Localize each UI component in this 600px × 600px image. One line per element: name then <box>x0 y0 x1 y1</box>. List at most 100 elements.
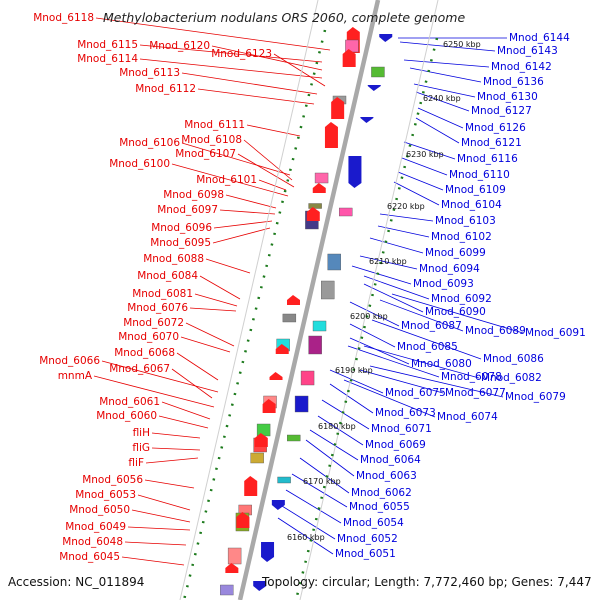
gene-label-right[interactable]: Mnod_6102 <box>431 231 492 243</box>
gene-label-right[interactable]: Mnod_6090 <box>425 306 486 318</box>
gene-label-left[interactable]: Mnod_6115 <box>77 39 138 51</box>
leader-line <box>363 283 424 313</box>
gene-label-right[interactable]: Mnod_6055 <box>349 501 410 513</box>
gene-label-left[interactable]: Mnod_6096 <box>151 222 212 234</box>
gene-label-left[interactable]: Mnod_6056 <box>82 474 143 486</box>
forward-gene-arrow-17 <box>262 399 276 413</box>
gene-label-right[interactable]: Mnod_6064 <box>360 454 421 466</box>
gene-label-right[interactable]: Mnod_6086 <box>483 353 544 365</box>
gene-label-left[interactable]: Mnod_6111 <box>184 119 245 131</box>
gene-label-left[interactable]: Mnod_6066 <box>39 355 100 367</box>
gene-label-left[interactable]: Mnod_6113 <box>119 67 180 79</box>
gene-label-left[interactable]: Mnod_6095 <box>150 237 211 249</box>
gene-label-left[interactable]: Mnod_6118 <box>33 12 94 24</box>
gene-label-left[interactable]: Mnod_6049 <box>65 521 126 533</box>
reverse-gene-arrow-14 <box>271 500 285 510</box>
gene-label-right[interactable]: Mnod_6130 <box>477 91 538 103</box>
reverse-gene-arrow-2 <box>367 85 381 91</box>
gene-label-left[interactable]: Mnod_6106 <box>119 137 180 149</box>
gene-label-left[interactable]: Mnod_6067 <box>109 363 170 375</box>
gene-label-left[interactable]: Mnod_6045 <box>59 551 120 563</box>
gene-label-right[interactable]: Mnod_6144 <box>509 32 570 44</box>
gene-label-left[interactable]: Mnod_6060 <box>96 410 157 422</box>
gene-label-right[interactable]: Mnod_6127 <box>471 105 532 117</box>
gene-label-right[interactable]: Mnod_6092 <box>431 293 492 305</box>
gene-label-left[interactable]: Mnod_6123 <box>211 48 272 60</box>
gene-label-right[interactable]: Mnod_6143 <box>497 45 558 57</box>
gene-label-right[interactable]: Mnod_6078 <box>441 371 502 383</box>
gene-label-right[interactable]: Mnod_6054 <box>343 517 404 529</box>
gene-label-right[interactable]: Mnod_6103 <box>435 215 496 227</box>
gene-label-right[interactable]: Mnod_6071 <box>371 423 432 435</box>
gene-label-left[interactable]: Mnod_6072 <box>123 317 184 329</box>
gene-label-left[interactable]: Mnod_6088 <box>143 253 204 265</box>
gene-label-left[interactable]: Mnod_6081 <box>132 288 193 300</box>
tick-label: 6200 kbp <box>350 312 388 321</box>
reverse-gene-block-5 <box>339 207 353 217</box>
gene-label-left[interactable]: Mnod_6048 <box>62 536 123 548</box>
gene-label-right[interactable]: Mnod_6073 <box>375 407 436 419</box>
gene-label-right[interactable]: Mnod_6126 <box>465 122 526 134</box>
forward-gene-block-18 <box>256 423 271 437</box>
gene-label-left[interactable]: Mnod_6112 <box>135 83 196 95</box>
gene-label-left[interactable]: fliF <box>128 457 144 469</box>
gene-label-right[interactable]: Mnod_6110 <box>449 169 510 181</box>
leader-line <box>258 179 287 191</box>
gene-label-left[interactable]: fliG <box>132 442 150 454</box>
gene-label-right[interactable]: Mnod_6104 <box>441 199 502 211</box>
genome-axis <box>237 0 381 600</box>
gene-label-left[interactable]: Mnod_6100 <box>109 158 170 170</box>
gene-label-right[interactable]: Mnod_6089 <box>465 325 526 337</box>
gene-label-right[interactable]: Mnod_6074 <box>437 411 498 423</box>
leader-line <box>189 307 237 312</box>
gene-label-left[interactable]: Mnod_6097 <box>157 204 218 216</box>
gene-label-left[interactable]: fliH <box>133 427 150 439</box>
gene-label-right[interactable]: Mnod_6069 <box>365 439 426 451</box>
gene-label-right[interactable]: Mnod_6116 <box>457 153 518 165</box>
gene-label-right[interactable]: Mnod_6077 <box>445 387 506 399</box>
gene-label-right[interactable]: Mnod_6094 <box>419 263 480 275</box>
gene-label-right[interactable]: Mnod_6052 <box>337 533 398 545</box>
gene-label-left[interactable]: Mnod_6050 <box>69 504 130 516</box>
gene-label-left[interactable]: Mnod_6053 <box>75 489 136 501</box>
leader-line <box>349 323 396 348</box>
gene-label-right[interactable]: Mnod_6051 <box>335 548 396 560</box>
forward-gene-arrow-11 <box>287 295 300 305</box>
reverse-gene-block-9 <box>308 335 322 355</box>
gene-label-right[interactable]: Mnod_6091 <box>525 327 586 339</box>
gene-label-left[interactable]: Mnod_6098 <box>163 189 224 201</box>
gene-label-left[interactable]: Mnod_6070 <box>118 331 179 343</box>
gene-label-right[interactable]: Mnod_6109 <box>445 184 506 196</box>
gene-label-right[interactable]: Mnod_6082 <box>481 372 542 384</box>
gene-label-left[interactable]: Mnod_6068 <box>114 347 175 359</box>
gene-label-left[interactable]: mnmA <box>58 370 93 382</box>
gene-label-left[interactable]: Mnod_6114 <box>77 53 138 65</box>
gene-label-right[interactable]: Mnod_6063 <box>356 470 417 482</box>
gene-label-left[interactable]: Mnod_6120 <box>149 40 210 52</box>
gene-label-right[interactable]: Mnod_6079 <box>505 391 566 403</box>
gene-label-right[interactable]: Mnod_6121 <box>461 137 522 149</box>
leader-line <box>347 345 440 378</box>
gene-label-right[interactable]: Mnod_6075 <box>385 387 446 399</box>
reverse-gene-block-10 <box>300 370 315 386</box>
gene-label-right[interactable]: Mnod_6087 <box>401 320 462 332</box>
gene-label-left[interactable]: Mnod_6076 <box>127 302 188 314</box>
gene-label-right[interactable]: Mnod_6142 <box>491 61 552 73</box>
gene-label-right[interactable]: Mnod_6062 <box>351 487 412 499</box>
gene-label-right[interactable]: Mnod_6099 <box>425 247 486 259</box>
gene-label-right[interactable]: Mnod_6085 <box>397 341 458 353</box>
gene-label-right[interactable]: Mnod_6136 <box>483 76 544 88</box>
leader-line <box>403 59 490 68</box>
leader-line <box>369 237 424 254</box>
gene-label-left[interactable]: Mnod_6107 <box>175 148 236 160</box>
gene-label-left[interactable]: Mnod_6101 <box>196 174 257 186</box>
gene-label-right[interactable]: Mnod_6080 <box>411 358 472 370</box>
gene-label-right[interactable]: Mnod_6093 <box>413 278 474 290</box>
gene-label-left[interactable]: Mnod_6061 <box>99 396 160 408</box>
gene-label-left[interactable]: Mnod_6108 <box>181 134 242 146</box>
leader-line <box>393 181 440 206</box>
gene-label-left[interactable]: Mnod_6084 <box>137 270 198 282</box>
topology-text: Topology: circular; Length: 7,772,460 bp… <box>261 575 592 589</box>
leader-line <box>139 44 323 63</box>
